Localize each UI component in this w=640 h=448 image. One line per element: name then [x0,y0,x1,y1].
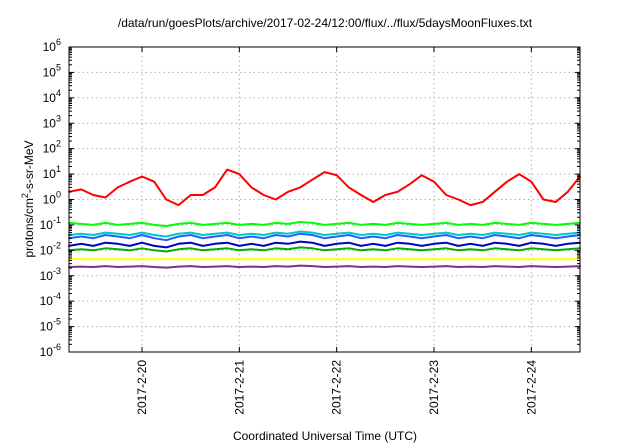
y-tick-base: 10 [43,116,57,130]
y-tick-exponent: -2 [53,240,61,250]
y-tick-label: 101 [43,164,61,181]
y-tick-base: 10 [40,320,54,334]
y-tick-label: 10-1 [40,215,61,232]
y-tick-exponent: 3 [56,113,61,123]
series-line-4 [68,240,581,249]
y-tick-base: 10 [43,65,57,79]
series-line-7 [68,264,581,269]
y-tick-label: 10-5 [40,317,61,334]
plot-grid [69,47,580,352]
y-tick-exponent: 6 [56,37,61,47]
y-axis-label-main: protons/cm [22,198,36,257]
y-tick-base: 10 [43,167,57,181]
y-tick-label: 106 [43,37,61,54]
y-tick-base: 10 [40,294,54,308]
axis-ticks [69,46,580,353]
y-tick-base: 10 [43,142,57,156]
x-tick-label: 2017-2-21 [232,360,246,415]
y-tick-exponent: -6 [53,342,61,352]
y-tick-label: 10-2 [40,240,61,257]
series-line-2 [68,230,581,238]
y-tick-base: 10 [40,243,54,257]
y-tick-label: 105 [43,62,61,79]
y-tick-exponent: -4 [53,291,61,301]
series-line-3 [68,232,581,242]
y-tick-base: 10 [43,91,57,105]
y-tick-label: 104 [43,88,61,105]
y-tick-exponent: -1 [53,215,61,225]
y-tick-label: 10-4 [40,291,61,308]
y-tick-label: 103 [43,113,61,130]
x-tick-label: 2017-2-24 [524,360,538,415]
y-tick-exponent: 1 [56,164,61,174]
y-tick-exponent: 5 [56,62,61,72]
y-tick-base: 10 [40,345,54,359]
y-tick-exponent: -3 [53,266,61,276]
y-tick-base: 10 [40,269,54,283]
y-tick-exponent: -5 [53,317,61,327]
x-axis-label: Coordinated Universal Time (UTC) [233,429,417,443]
x-tick-label: 2017-2-23 [427,360,441,415]
series-line-0 [68,168,581,207]
y-tick-base: 10 [43,40,57,54]
y-axis-label: protons/cm2-s-sr-MeV [20,140,36,257]
x-tick-labels: 2017-2-20 2017-2-21 2017-2-22 2017-2-23 2017… [135,360,538,415]
series-line-1 [68,221,581,228]
chart-title: /data/run/goesPlots/archive/2017-02-24/1… [118,16,533,30]
y-tick-exponent: 0 [56,190,61,200]
series-layer [68,168,581,269]
y-tick-exponent: 2 [56,139,61,149]
y-tick-label: 10-6 [40,342,61,359]
y-axis-label-superscript: 2 [20,193,30,198]
x-tick-label: 2017-2-22 [330,360,344,415]
y-axis-label-units: -s-sr-MeV [22,140,36,193]
series-line-5 [68,246,581,253]
y-tick-label: 10-3 [40,266,61,283]
y-tick-exponent: 4 [56,88,61,98]
y-tick-label: 100 [43,190,61,207]
y-tick-label: 102 [43,139,61,156]
y-tick-labels: 10-610-510-410-310-210-11001011021031041… [40,37,61,359]
y-tick-base: 10 [40,218,54,232]
y-tick-base: 10 [43,193,57,207]
x-tick-label: 2017-2-20 [135,360,149,415]
